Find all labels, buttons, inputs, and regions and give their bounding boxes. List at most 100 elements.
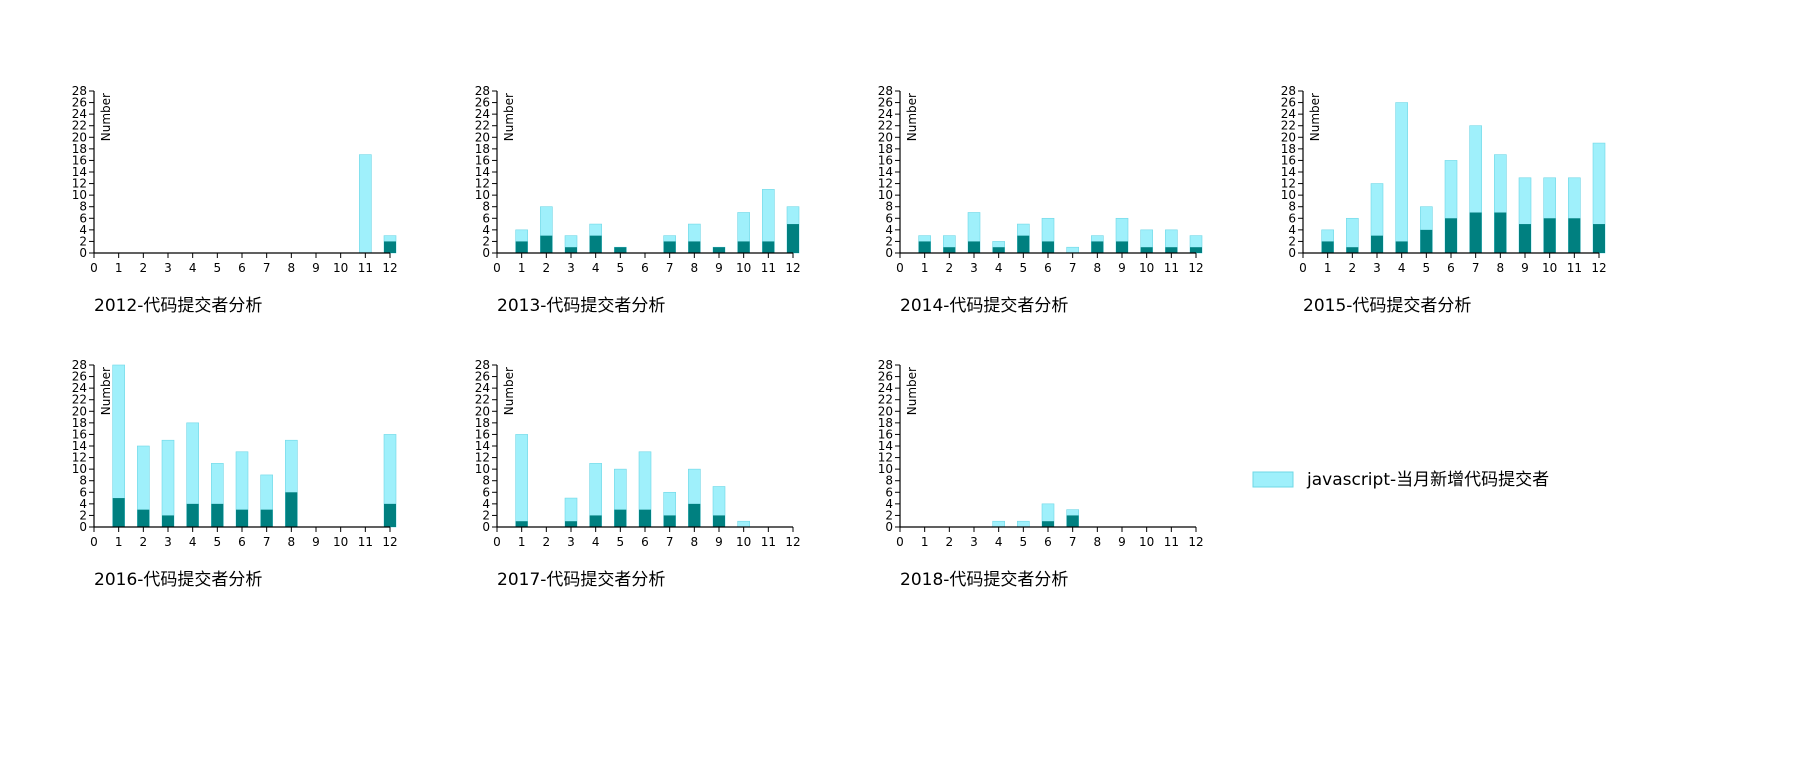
- x-tick-label: 10: [736, 535, 751, 549]
- x-tick-label: 2: [1349, 261, 1357, 275]
- y-tick-label: 14: [72, 439, 87, 453]
- x-tick-label: 10: [333, 261, 348, 275]
- x-tick-label: 12: [785, 261, 800, 275]
- x-tick-label: 12: [1188, 535, 1203, 549]
- bar-part: [162, 515, 174, 527]
- bar-part: [1091, 241, 1104, 253]
- bar-total: [515, 434, 528, 528]
- bar-part: [992, 247, 1005, 253]
- x-tick-label: 3: [164, 535, 172, 549]
- bar-part: [663, 241, 676, 253]
- x-tick-label: 10: [1542, 261, 1557, 275]
- y-tick-label: 12: [475, 451, 490, 465]
- bar-part: [1321, 241, 1334, 253]
- y-tick-label: 16: [475, 427, 490, 441]
- x-tick-label: 6: [1044, 261, 1052, 275]
- y-tick-label: 2: [79, 234, 87, 248]
- y-tick-label: 16: [475, 153, 490, 167]
- x-tick-label: 6: [1044, 535, 1052, 549]
- x-tick-label: 1: [518, 535, 526, 549]
- y-tick-label: 2: [885, 508, 893, 522]
- chart-0: 0 1 2 3 4 5 6 7 8 9 10 11 12024681012141618202224262…: [72, 84, 398, 316]
- x-tick-label: 4: [995, 261, 1003, 275]
- x-tick-label: 2: [140, 535, 148, 549]
- y-tick-label: 24: [72, 381, 87, 395]
- x-tick-label: 6: [238, 261, 246, 275]
- x-tick-label: 3: [567, 261, 575, 275]
- x-tick-label: 1: [1324, 261, 1332, 275]
- y-tick-label: 14: [475, 439, 490, 453]
- y-tick-label: 8: [79, 474, 87, 488]
- x-tick-label: 9: [312, 535, 320, 549]
- x-tick-label: 1: [921, 261, 929, 275]
- x-tick-label: 1: [115, 261, 123, 275]
- y-tick-label: 6: [79, 211, 87, 225]
- x-tick-label: 3: [970, 535, 978, 549]
- x-tick-label: 12: [382, 535, 397, 549]
- y-axis-label: Number: [99, 367, 113, 415]
- bar-part: [713, 515, 725, 527]
- y-axis-label: Number: [99, 93, 113, 141]
- bar-part: [1568, 218, 1581, 253]
- x-tick-label: 10: [736, 261, 751, 275]
- x-tick-label: 1: [921, 535, 929, 549]
- bar-part: [1420, 229, 1433, 253]
- x-tick-label: 9: [1521, 261, 1529, 275]
- x-tick-label: 3: [164, 261, 172, 275]
- y-tick-label: 24: [475, 107, 490, 121]
- chart-1: 0 1 2 3 4 5 6 7 8 9 10 11 12024681012141618202224262…: [475, 84, 801, 316]
- y-tick-label: 0: [1288, 246, 1296, 260]
- y-tick-label: 18: [1281, 142, 1296, 156]
- x-tick-label: 8: [691, 535, 699, 549]
- x-tick-label: 5: [617, 261, 625, 275]
- x-tick-label: 8: [1497, 261, 1505, 275]
- y-tick-label: 14: [1281, 165, 1296, 179]
- bar-part: [384, 241, 396, 253]
- y-tick-label: 22: [475, 393, 490, 407]
- y-tick-label: 6: [482, 485, 490, 499]
- bar-part: [918, 241, 931, 253]
- bar-part: [614, 247, 627, 253]
- y-tick-label: 20: [1281, 130, 1296, 144]
- y-tick-label: 24: [878, 381, 893, 395]
- y-tick-label: 8: [885, 474, 893, 488]
- x-tick-label: 0: [90, 261, 98, 275]
- x-tick-label: 7: [1472, 261, 1480, 275]
- y-tick-label: 0: [79, 246, 87, 260]
- y-tick-label: 4: [885, 223, 893, 237]
- y-tick-label: 18: [878, 416, 893, 430]
- bar-part: [737, 241, 750, 253]
- y-axis-label: Number: [905, 93, 919, 141]
- bar-part: [1543, 218, 1556, 253]
- y-tick-label: 4: [1288, 223, 1296, 237]
- chart-title: 2016-代码提交者分析: [94, 570, 262, 590]
- bar-part: [713, 247, 725, 253]
- y-tick-label: 22: [878, 393, 893, 407]
- x-tick-label: 2: [946, 535, 954, 549]
- y-tick-label: 12: [878, 451, 893, 465]
- y-tick-label: 16: [72, 153, 87, 167]
- bar-total: [161, 439, 175, 528]
- y-tick-label: 28: [878, 358, 893, 372]
- y-tick-label: 8: [1288, 200, 1296, 214]
- y-tick-label: 2: [482, 234, 490, 248]
- y-tick-label: 10: [475, 462, 490, 476]
- y-tick-label: 14: [475, 165, 490, 179]
- y-tick-label: 24: [475, 381, 490, 395]
- x-tick-label: 7: [666, 261, 674, 275]
- bar-part: [540, 235, 553, 253]
- bar-part: [112, 498, 125, 527]
- y-tick-label: 0: [79, 520, 87, 534]
- y-tick-label: 18: [878, 142, 893, 156]
- y-tick-label: 12: [878, 177, 893, 191]
- x-tick-label: 3: [567, 535, 575, 549]
- x-tick-label: 0: [1299, 261, 1307, 275]
- x-tick-label: 8: [691, 261, 699, 275]
- bar-part: [1042, 521, 1054, 527]
- y-tick-label: 20: [878, 130, 893, 144]
- chart-title: 2012-代码提交者分析: [94, 296, 262, 316]
- x-tick-label: 11: [358, 535, 373, 549]
- bar-total: [737, 520, 750, 528]
- legend-swatch: [1252, 471, 1294, 488]
